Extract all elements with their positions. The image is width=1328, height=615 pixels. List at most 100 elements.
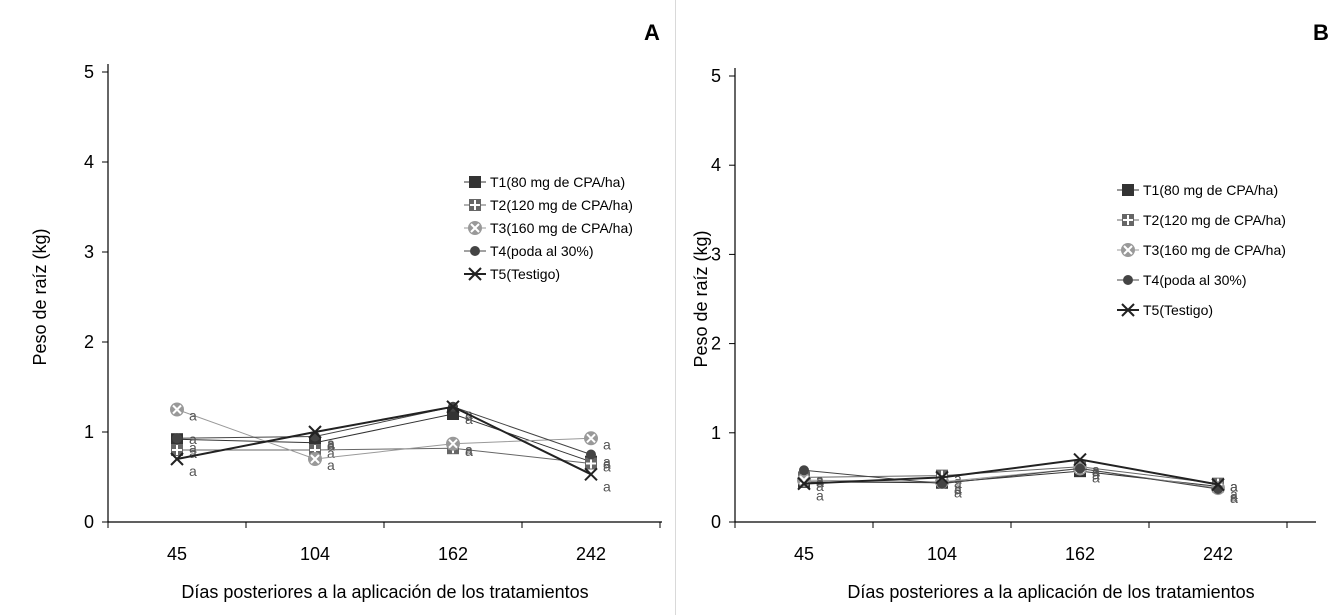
b-y-tick-label: 0	[711, 512, 721, 532]
a-significance-letter: a	[603, 459, 611, 475]
a-y-axis-label: Peso de raíz (kg)	[30, 228, 50, 365]
b-legend-label: T2(120 mg de CPA/ha)	[1143, 212, 1286, 228]
a-significance-letter: a	[189, 463, 197, 479]
b-y-tick-label: 5	[711, 66, 721, 86]
b-significance-letter: a	[816, 471, 824, 487]
b-point-t5	[1211, 477, 1225, 492]
b-series-line-t4	[803, 467, 1219, 490]
a-significance-letter: a	[465, 408, 473, 424]
a-legend-label: T2(120 mg de CPA/ha)	[490, 197, 633, 213]
a-significance-letter: a	[327, 457, 335, 473]
b-significance-letter: a	[1230, 479, 1238, 495]
a-significance-letter: a	[465, 442, 473, 458]
a-significance-letter: a	[327, 445, 335, 461]
b-significance-letter: a	[816, 478, 824, 494]
a-y-tick-label: 1	[84, 422, 94, 442]
chart-panel-a: 0 1 2 3 4 5 45 104 162 242 Días posteriores a la a…	[30, 0, 676, 615]
b-legend-label: T5(Testigo)	[1143, 302, 1213, 318]
chart-panel-b: 0 1 2 3 4 5 45 104 162 242 Días posteriores a la a…	[676, 0, 1328, 615]
b-significance-letter: a	[1230, 489, 1238, 505]
a-significance-letter: a	[189, 431, 197, 447]
a-x-tick-label: 45	[167, 544, 187, 564]
a-point-t5	[308, 425, 322, 439]
b-x-tick-label: 162	[1065, 544, 1095, 564]
a-point-t4	[586, 449, 596, 460]
b-panel-letter: B	[1313, 20, 1328, 45]
b-significance-letter: a	[1092, 466, 1100, 482]
a-legend-marker	[469, 176, 481, 188]
a-legend-label: T1(80 mg de CPA/ha)	[490, 174, 625, 190]
a-significance-letter: a	[189, 439, 197, 455]
b-y-tick-label: 3	[711, 244, 721, 264]
b-legend-marker	[1122, 214, 1134, 226]
a-significance-letter: a	[603, 478, 611, 494]
b-significance-letter: a	[816, 474, 824, 490]
b-y-tick-label: 2	[711, 334, 721, 354]
a-point-t2	[171, 444, 183, 456]
b-significance-letter: a	[954, 480, 962, 496]
a-x-axis-label: Días posteriores a la aplicación de los …	[181, 582, 588, 602]
b-point-t4	[1075, 463, 1085, 474]
a-legend-label: T4(poda al 30%)	[490, 243, 594, 259]
b-point-t5	[935, 470, 949, 485]
a-series-line-t2	[177, 447, 592, 464]
a-point-t5	[584, 467, 598, 482]
a-significance-letter: a	[327, 438, 335, 454]
b-legend-marker	[1122, 184, 1134, 196]
a-legend-marker	[469, 199, 481, 211]
a-y-tick-label: 0	[84, 512, 94, 532]
a-x-tick-label: 104	[300, 544, 330, 564]
b-y-tick-label: 1	[711, 423, 721, 443]
a-point-t5	[446, 400, 460, 414]
a-significance-letter: a	[189, 408, 197, 424]
a-significance-letter: a	[603, 456, 611, 472]
b-significance-letter: a	[816, 488, 824, 504]
a-point-t3	[308, 452, 322, 466]
a-significance-letter: a	[603, 436, 611, 452]
b-significance-letter: a	[1092, 462, 1100, 478]
a-point-t3	[446, 436, 460, 451]
b-series-line-t5	[803, 458, 1219, 486]
b-legend-label: T1(80 mg de CPA/ha)	[1143, 182, 1278, 198]
b-point-t5	[797, 476, 811, 491]
b-significance-letter: a	[1092, 469, 1100, 485]
b-point-t4	[799, 465, 809, 476]
b-point-t5	[1073, 452, 1087, 467]
b-legend-label: T3(160 mg de CPA/ha)	[1143, 242, 1286, 258]
a-point-t3	[584, 431, 598, 446]
b-x-tick-label: 104	[927, 544, 957, 564]
b-y-axis-label: Peso de raíz (kg)	[691, 230, 711, 367]
b-x-axis-label: Días posteriores a la aplicación de los …	[847, 582, 1254, 602]
b-legend-marker	[1121, 243, 1135, 257]
b-y-tick-label: 4	[711, 155, 721, 175]
a-series-line-t1	[176, 413, 592, 463]
b-significance-letter: a	[954, 485, 962, 501]
a-x-tick-label: 242	[576, 544, 606, 564]
a-panel-letter: A	[644, 20, 660, 45]
b-significance-letter: a	[954, 481, 962, 497]
a-legend-marker	[470, 246, 480, 256]
a-legend-marker	[468, 267, 482, 281]
a-series-line-t5	[176, 405, 592, 476]
a-series-line-t3	[176, 409, 592, 460]
a-point-t5	[170, 452, 184, 466]
a-y-tick-label: 5	[84, 62, 94, 82]
a-significance-letter: a	[465, 411, 473, 427]
a-legend-label: T3(160 mg de CPA/ha)	[490, 220, 633, 236]
a-y-tick-label: 3	[84, 242, 94, 262]
a-series-line-t4	[176, 406, 592, 455]
a-significance-letter: a	[465, 443, 473, 459]
b-significance-letter: a	[1230, 490, 1238, 506]
b-significance-letter: a	[954, 475, 962, 491]
a-point-t3	[170, 402, 184, 417]
b-significance-letter: a	[1230, 478, 1238, 494]
b-legend-marker	[1123, 275, 1133, 285]
a-y-tick-label: 2	[84, 332, 94, 352]
a-x-tick-label: 162	[438, 544, 468, 564]
b-x-tick-label: 242	[1203, 544, 1233, 564]
a-significance-letter: a	[603, 454, 611, 470]
a-legend-marker	[468, 221, 482, 235]
a-significance-letter: a	[189, 445, 197, 461]
